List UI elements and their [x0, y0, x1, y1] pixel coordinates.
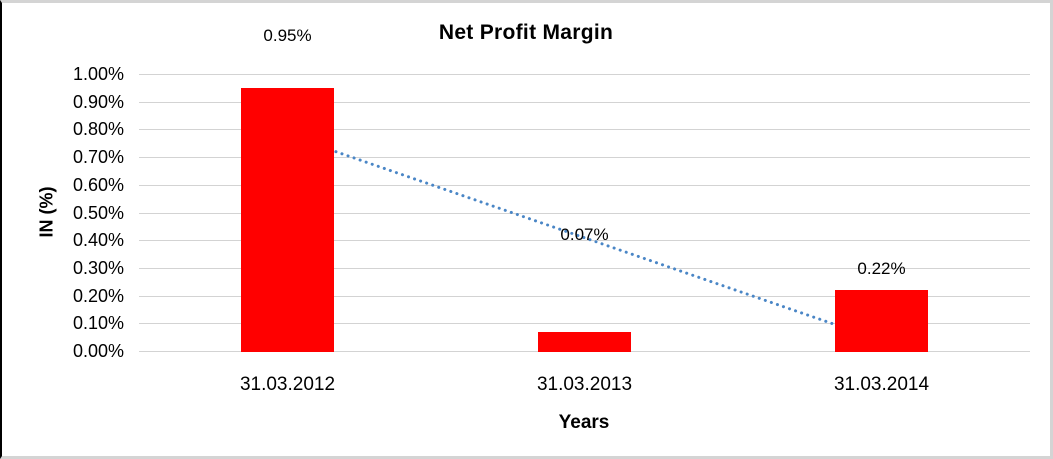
x-axis-title: Years	[558, 412, 610, 433]
bar	[538, 331, 631, 352]
gridline	[139, 129, 1030, 130]
chart-title: Net Profit Margin	[438, 21, 614, 44]
y-axis-tick-label: 0.30%	[72, 258, 124, 278]
x-axis-tick-label: 31.03.2014	[833, 374, 930, 395]
bar	[241, 87, 334, 352]
y-axis-tick-label: 0.60%	[72, 175, 124, 195]
y-axis-tick-label: 0.00%	[72, 341, 124, 361]
y-axis-tick-label: 0.80%	[72, 119, 124, 139]
data-label: 0.07%	[560, 225, 609, 244]
data-label: 0.95%	[263, 26, 312, 45]
x-axis-tick-label: 31.03.2012	[239, 374, 336, 395]
x-axis-tick-label: 31.03.2013	[536, 374, 633, 395]
gridline	[139, 102, 1030, 103]
y-axis-tick-label: 0.40%	[72, 230, 124, 250]
bar	[835, 290, 928, 352]
y-axis-tick-label: 0.20%	[72, 286, 124, 306]
gridline	[139, 74, 1030, 75]
y-axis-tick-label: 0.70%	[72, 147, 124, 167]
data-label: 0.22%	[857, 259, 906, 278]
y-axis-tick-label: 1.00%	[72, 64, 124, 84]
y-axis-tick-label: 0.50%	[72, 203, 124, 223]
y-axis-tick-label: 0.10%	[72, 313, 124, 333]
y-axis-tick-label: 0.90%	[72, 92, 124, 112]
